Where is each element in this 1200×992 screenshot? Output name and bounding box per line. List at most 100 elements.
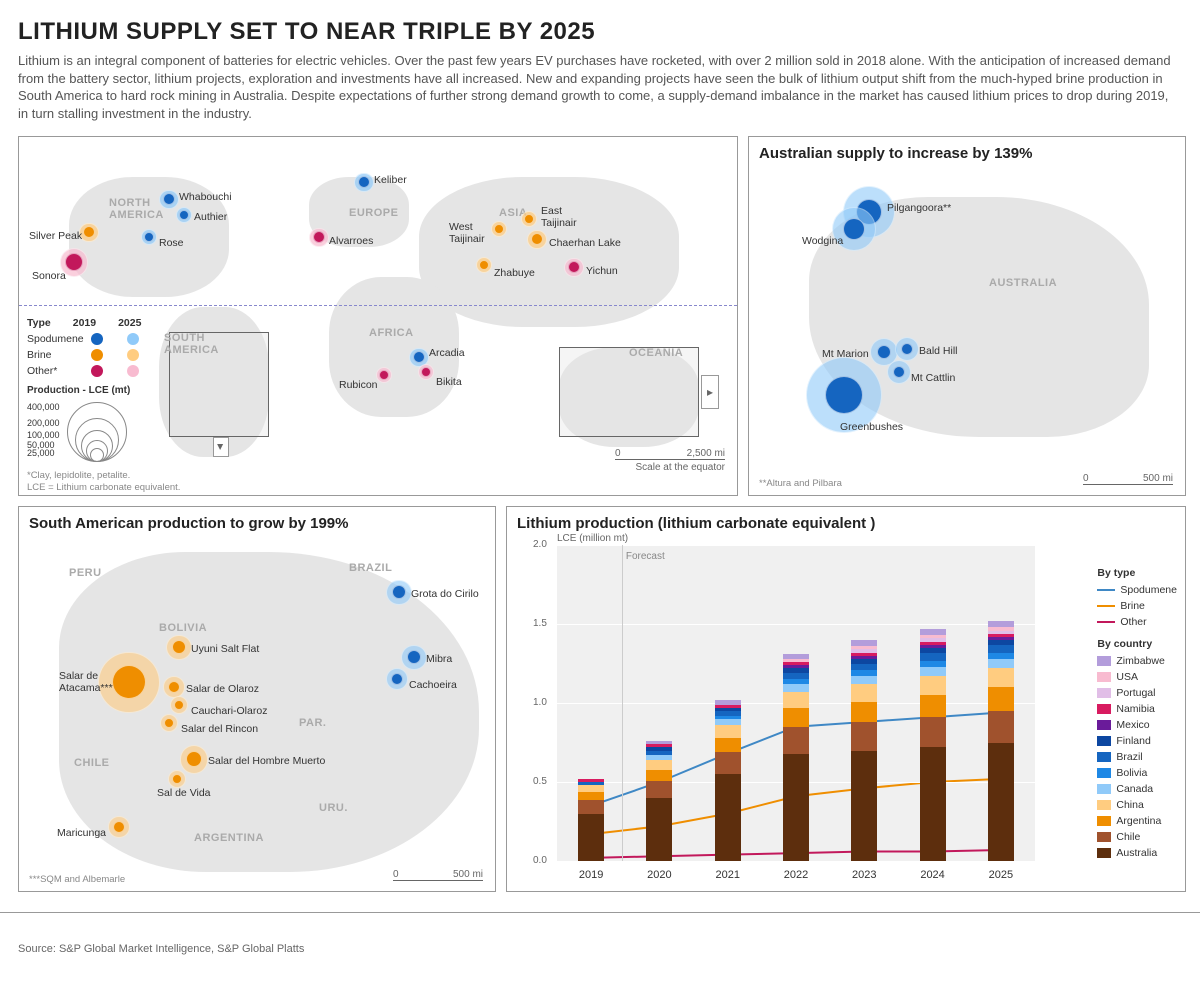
legend-line-row: Brine	[1097, 598, 1177, 614]
x-tick-label: 2021	[715, 869, 739, 881]
bar-segment	[988, 659, 1014, 668]
panel-grid: ▸ ▸ Type 2019 2025 Spodumene Brine Other…	[18, 136, 1182, 892]
type-legend: Type 2019 2025 Spodumene Brine Other*	[27, 317, 141, 379]
country-swatch	[1097, 832, 1111, 842]
legend-row: Other*	[27, 363, 141, 379]
country-swatch	[1097, 752, 1111, 762]
country-label: CHILE	[74, 757, 110, 769]
stacked-bar	[783, 654, 809, 861]
site-label: Greenbushes	[840, 421, 903, 433]
country-swatch	[1097, 704, 1111, 714]
bar-segment	[851, 722, 877, 750]
au-inset-box	[559, 347, 699, 437]
bar-segment	[920, 695, 946, 717]
x-tick-label: 2024	[920, 869, 944, 881]
gridline	[557, 624, 1035, 625]
country-swatch	[1097, 736, 1111, 746]
stacked-bar	[920, 629, 946, 861]
bar-segment	[715, 725, 741, 738]
production-chart-panel: Lithium production (lithium carbonate eq…	[506, 506, 1186, 892]
country-label: PERU	[69, 567, 102, 579]
legend-country-row: Canada	[1097, 781, 1177, 797]
footnote-clay: *Clay, lepidolite, petalite.	[27, 470, 130, 481]
sa-footnote: ***SQM and Albemarle	[29, 874, 125, 885]
bar-segment	[988, 645, 1014, 653]
bar-segment	[646, 798, 672, 861]
country-swatch	[1097, 720, 1111, 730]
south-america-panel: South American production to grow by 199…	[18, 506, 496, 892]
bar-segment	[715, 738, 741, 752]
scale-caption: Scale at the equator	[615, 462, 725, 473]
stacked-bar	[851, 640, 877, 861]
main-title: LITHIUM SUPPLY SET TO NEAR TRIPLE BY 202…	[18, 18, 1182, 46]
x-tick-label: 2025	[989, 869, 1013, 881]
country-label: BOLIVIA	[159, 622, 207, 634]
bar-segment	[578, 800, 604, 814]
continent-label: AFRICA	[369, 327, 414, 339]
legend-by-type-header: By type	[1097, 567, 1177, 579]
line-swatch	[1097, 605, 1115, 607]
site-label: Whabouchi	[179, 191, 232, 203]
forecast-divider	[622, 545, 623, 861]
y-tick-label: 0.5	[533, 776, 547, 787]
bar-segment	[920, 717, 946, 747]
continent-label: OCEANIA	[629, 347, 683, 359]
site-label: Bikita	[436, 376, 462, 388]
site-label: Bald Hill	[919, 345, 958, 357]
site-label: Cachoeira	[409, 679, 457, 691]
legend-country-row: Finland	[1097, 733, 1177, 749]
site-label: Sonora	[32, 270, 66, 282]
x-tick-label: 2020	[647, 869, 671, 881]
bar-segment	[715, 752, 741, 774]
country-swatch	[1097, 768, 1111, 778]
bar-segment	[920, 747, 946, 861]
legend-dot-2025	[127, 333, 139, 345]
continent-label: EUROPE	[349, 207, 398, 219]
sa-title: South American production to grow by 199…	[19, 507, 495, 534]
legend-dot-2019	[91, 349, 103, 361]
bar-segment	[988, 687, 1014, 711]
legend-year-2025: 2025	[118, 317, 141, 329]
x-tick-label: 2022	[784, 869, 808, 881]
legend-country-row: Portugal	[1097, 685, 1177, 701]
sa-scale: 0 500 mi	[393, 869, 483, 881]
site-label: Cauchari-Olaroz	[191, 705, 267, 717]
australia-scale: 0 500 mi	[1083, 473, 1173, 485]
main-subtitle: Lithium is an integral component of batt…	[18, 52, 1178, 122]
legend-row: Spodumene	[27, 331, 141, 347]
legend-country-row: Chile	[1097, 829, 1177, 845]
scale-right: 2,500 mi	[687, 448, 725, 459]
production-ring-label: 200,000	[27, 418, 60, 428]
site-label: Zhabuye	[494, 267, 535, 279]
y-tick-label: 0.0	[533, 855, 547, 866]
country-label: BRAZIL	[349, 562, 392, 574]
country-swatch	[1097, 784, 1111, 794]
gridline	[557, 545, 1035, 546]
australia-panel: Australian supply to increase by 139% AU…	[748, 136, 1186, 496]
bar-segment	[988, 743, 1014, 862]
site-label: Rose	[159, 237, 184, 249]
site-label: Arcadia	[429, 347, 465, 359]
site-label: Salar deAtacama***	[59, 670, 113, 694]
chart-legend: By typeSpodumeneBrineOtherBy countryZimb…	[1097, 567, 1177, 861]
legend-country-row: Bolivia	[1097, 765, 1177, 781]
y-tick-label: 1.5	[533, 618, 547, 629]
y-tick-label: 1.0	[533, 697, 547, 708]
country-label: ARGENTINA	[194, 832, 264, 844]
legend-row: Brine	[27, 347, 141, 363]
legend-line-row: Other	[1097, 614, 1177, 630]
footnote-lce: LCE = Lithium carbonate equivalent.	[27, 482, 180, 493]
legend-country-row: Argentina	[1097, 813, 1177, 829]
site-label: Wodgina	[802, 235, 843, 247]
legend-year-2019: 2019	[73, 317, 96, 329]
country-swatch	[1097, 848, 1111, 858]
legend-by-country-header: By country	[1097, 638, 1177, 650]
site-label: Authier	[194, 211, 227, 223]
bar-segment	[851, 751, 877, 862]
site-label: Rubicon	[339, 379, 378, 391]
site-label: Salar del Hombre Muerto	[208, 755, 325, 767]
bar-segment	[988, 711, 1014, 743]
legend-country-row: Australia	[1097, 845, 1177, 861]
chart-plot-area	[557, 545, 1035, 861]
legend-country-row: Namibia	[1097, 701, 1177, 717]
